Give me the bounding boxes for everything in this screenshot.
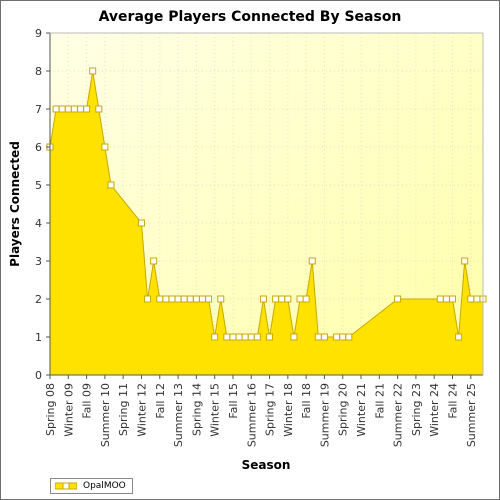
data-point xyxy=(314,333,322,341)
data-point xyxy=(467,295,475,303)
y-tick-label: 4 xyxy=(35,217,42,230)
x-tick-label: Summer 25 xyxy=(465,383,478,447)
data-point xyxy=(345,333,353,341)
x-axis-label: Season xyxy=(242,458,291,472)
data-point xyxy=(150,257,158,265)
x-tick-label: Winter 24 xyxy=(428,383,441,437)
x-tick-label: Winter 18 xyxy=(282,383,295,437)
data-point xyxy=(320,333,328,341)
x-tick-label: Spring 11 xyxy=(117,383,130,436)
x-tick-label: Winter 15 xyxy=(209,383,222,437)
data-point xyxy=(162,295,170,303)
x-tick-label: Summer 19 xyxy=(318,383,331,447)
data-point xyxy=(235,333,243,341)
data-point xyxy=(333,333,341,341)
data-point xyxy=(107,181,115,189)
data-point xyxy=(52,105,60,113)
x-tick-label: Winter 12 xyxy=(135,383,148,437)
data-point xyxy=(290,333,298,341)
data-point xyxy=(259,295,267,303)
data-point xyxy=(339,333,347,341)
data-point xyxy=(76,105,84,113)
data-point xyxy=(473,295,481,303)
y-tick-label: 7 xyxy=(35,103,42,116)
x-tick-label: Fall 21 xyxy=(373,383,386,419)
data-point xyxy=(64,105,72,113)
x-tick-label: Summer 10 xyxy=(99,383,112,447)
data-point xyxy=(284,295,292,303)
data-point xyxy=(89,67,97,75)
y-tick-label: 5 xyxy=(35,179,42,192)
axis-layer: 0 1 2 3 4 5 6 7 8 9 Spring 08 Winter 09 Fall 09 Summe… xyxy=(35,27,484,447)
data-point xyxy=(217,295,225,303)
x-tick-label: Summer 13 xyxy=(172,383,185,447)
x-tick-label: Spring 20 xyxy=(337,383,350,436)
x-tick-label: Fall 12 xyxy=(154,383,167,419)
x-tick-label: Fall 15 xyxy=(227,383,240,419)
y-tick-label: 9 xyxy=(35,27,42,40)
y-tick-label: 6 xyxy=(35,141,42,154)
data-point xyxy=(308,257,316,265)
chart-title: Average Players Connected By Season xyxy=(98,9,402,25)
data-point xyxy=(278,295,286,303)
series-line-opalmoo xyxy=(49,70,483,338)
data-point xyxy=(272,295,280,303)
data-point xyxy=(253,333,261,341)
x-tick-label: Winter 09 xyxy=(62,383,75,437)
x-tick-label: Spring 23 xyxy=(410,383,423,436)
data-point xyxy=(266,333,274,341)
y-axis-label: Players Connected xyxy=(8,141,22,267)
data-point xyxy=(442,295,450,303)
data-point xyxy=(461,257,469,265)
legend-swatch xyxy=(55,482,77,490)
x-tick-label: Winter 21 xyxy=(355,383,368,437)
y-tick-label: 2 xyxy=(35,293,42,306)
data-point xyxy=(101,143,109,151)
data-point xyxy=(95,105,103,113)
data-point xyxy=(211,333,219,341)
data-point xyxy=(58,105,66,113)
data-point xyxy=(229,333,237,341)
data-point xyxy=(241,333,249,341)
data-point xyxy=(302,295,310,303)
data-point xyxy=(156,295,164,303)
x-tick-label: Summer 22 xyxy=(392,383,405,447)
x-tick-label: Spring 08 xyxy=(44,383,57,436)
data-point xyxy=(174,295,182,303)
data-point xyxy=(137,219,145,227)
data-point xyxy=(180,295,188,303)
data-point xyxy=(168,295,176,303)
marker-layer xyxy=(46,67,487,341)
data-point xyxy=(247,333,255,341)
legend: OpalMOO xyxy=(50,478,133,494)
y-tick-label: 1 xyxy=(35,331,42,344)
y-tick-label: 3 xyxy=(35,255,42,268)
x-tick-label: Fall 18 xyxy=(300,383,313,419)
x-tick-label: Spring 14 xyxy=(190,383,203,436)
data-point xyxy=(83,105,91,113)
legend-entry-opalmoo: OpalMOO xyxy=(83,481,126,491)
data-point xyxy=(205,295,213,303)
x-tick-label: Spring 17 xyxy=(264,383,277,436)
data-point xyxy=(223,333,231,341)
data-point xyxy=(144,295,152,303)
data-point xyxy=(296,295,304,303)
x-tick-label: Fall 24 xyxy=(447,383,460,419)
data-point xyxy=(436,295,444,303)
data-point xyxy=(455,333,463,341)
data-point xyxy=(70,105,78,113)
x-tick-label: Fall 09 xyxy=(81,383,94,419)
data-point xyxy=(192,295,200,303)
data-point xyxy=(394,295,402,303)
data-point xyxy=(186,295,194,303)
y-tick-label: 8 xyxy=(35,65,42,78)
data-point xyxy=(449,295,457,303)
x-tick-label: Summer 16 xyxy=(245,383,258,447)
y-tick-label: 0 xyxy=(35,369,42,382)
data-point xyxy=(198,295,206,303)
